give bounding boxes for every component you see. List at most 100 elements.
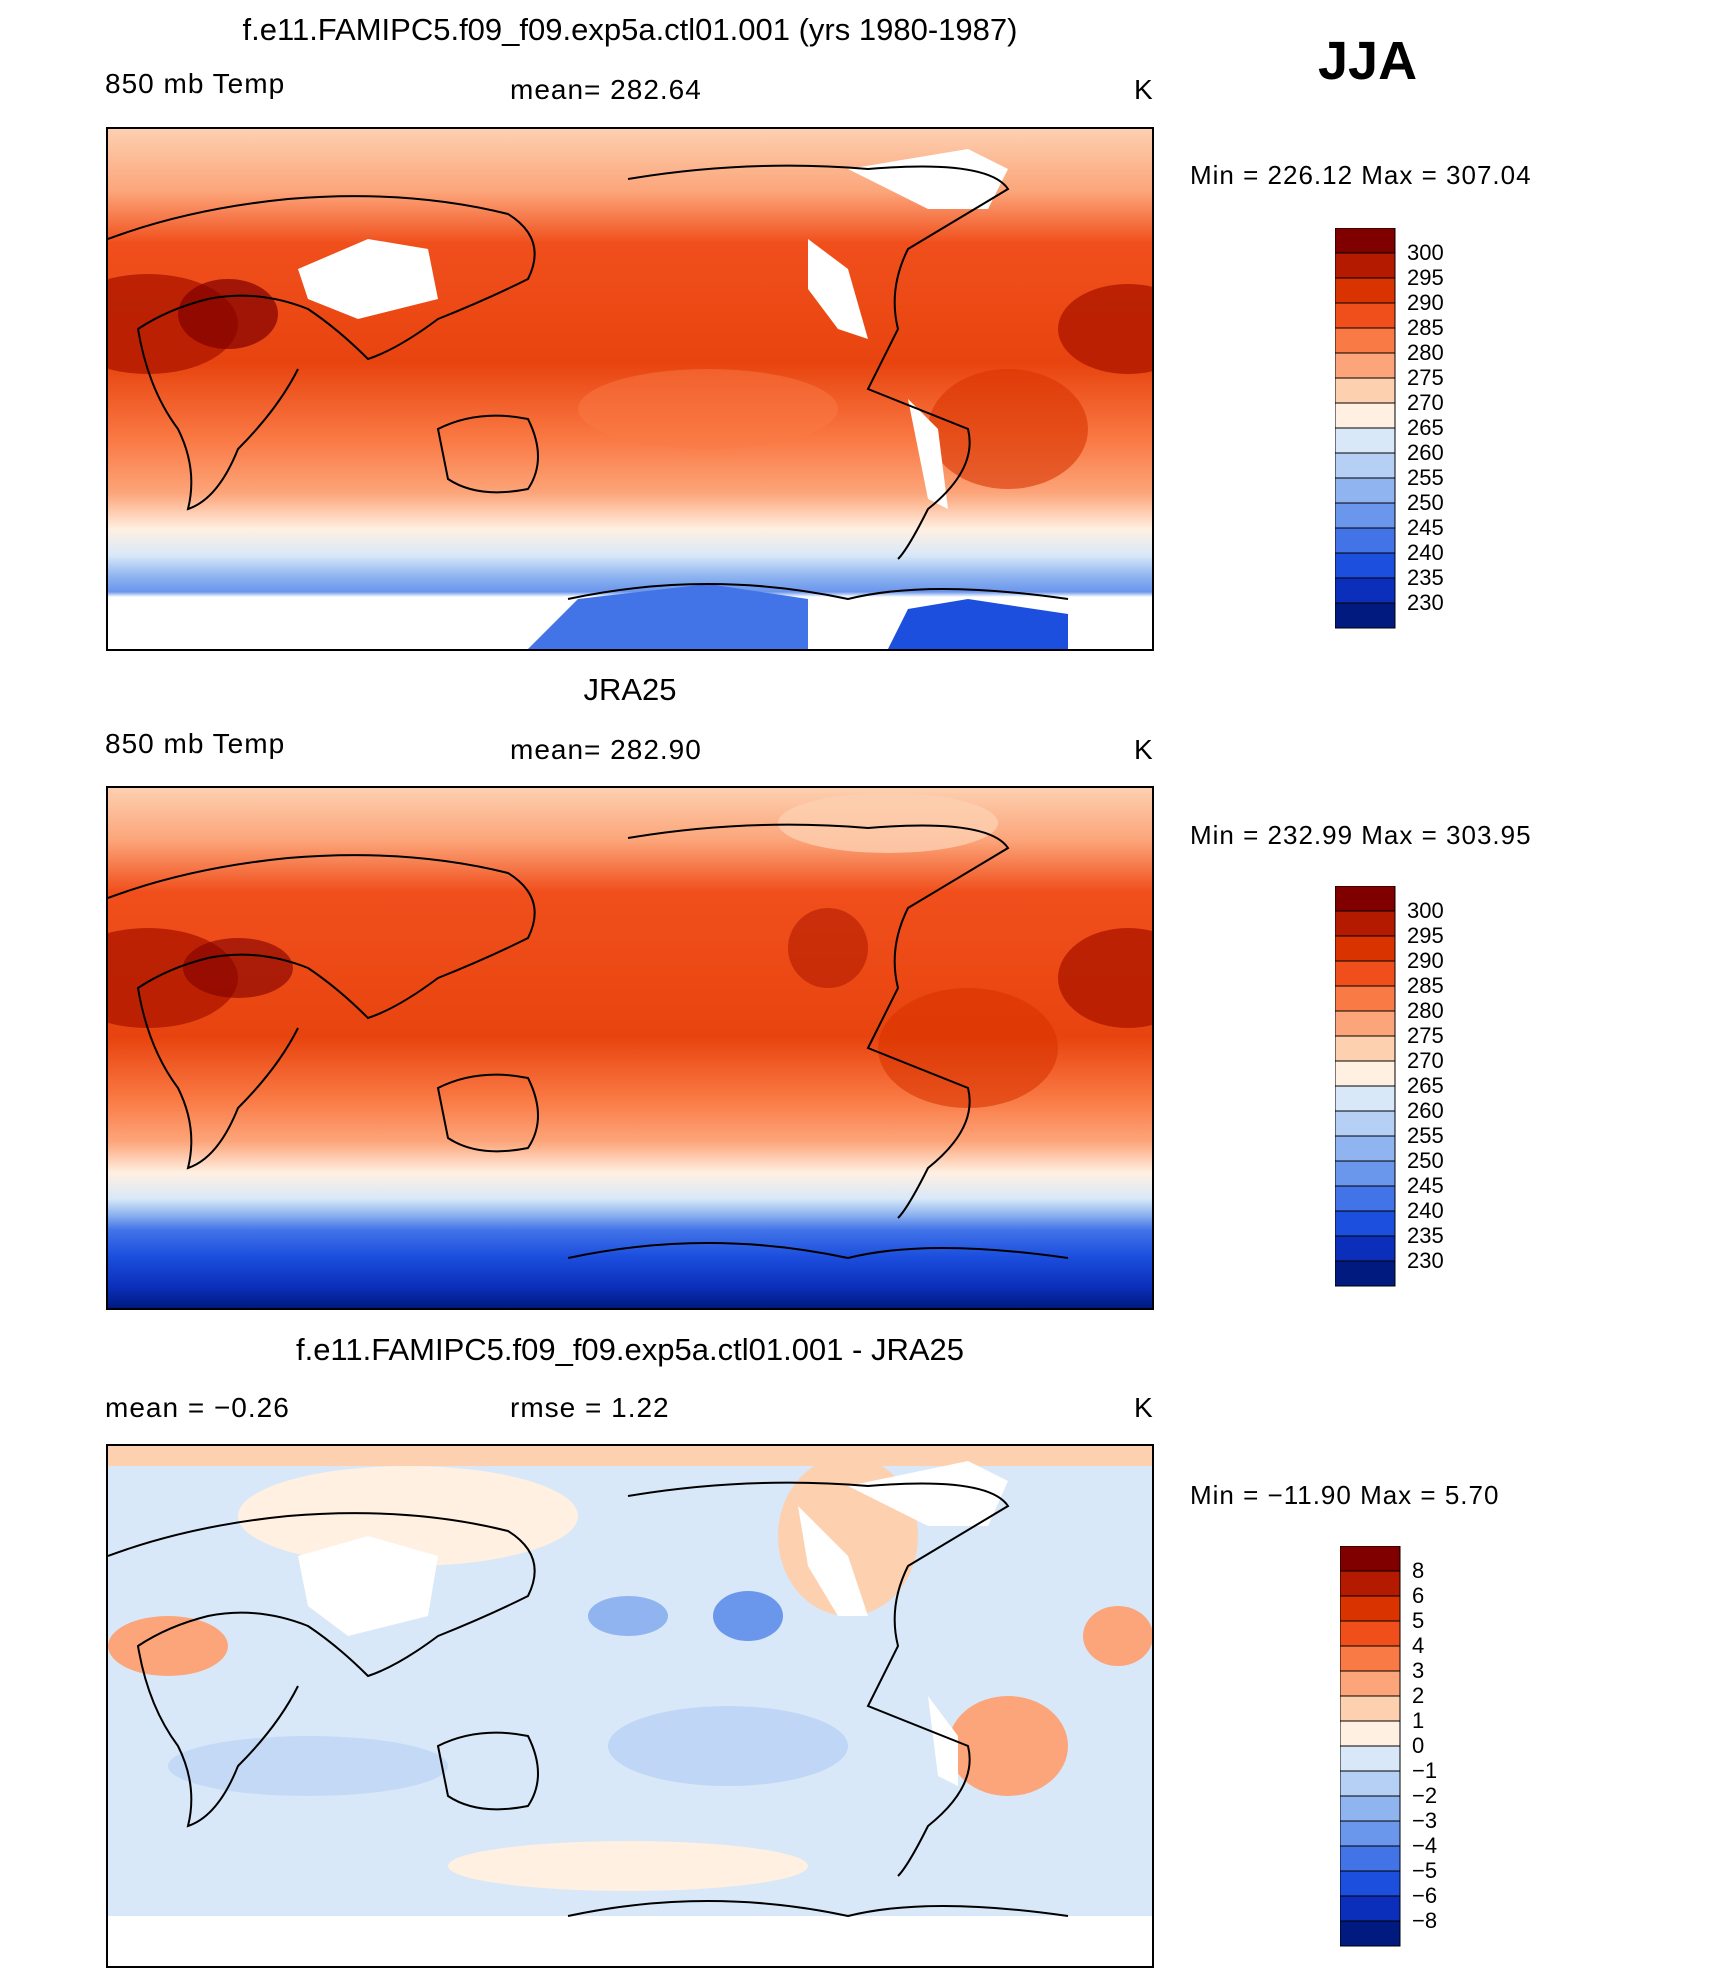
colorbar-tick-label: 290 (1407, 290, 1444, 315)
panel-3-map (106, 1444, 1154, 1968)
colorbar-tick-label: 230 (1407, 590, 1444, 615)
colorbar-tick-label: 0 (1412, 1733, 1425, 1758)
colorbar-swatch (1335, 452, 1396, 479)
panel-3-map-graphic (108, 1446, 1152, 1966)
colorbar-swatch (1335, 228, 1396, 254)
colorbar-tick-label: 270 (1407, 390, 1444, 415)
colorbar-tick-label: −2 (1412, 1783, 1438, 1808)
colorbar-tick-label: 255 (1407, 465, 1444, 490)
panel-2-title: JRA25 (583, 672, 677, 707)
panel-2-map (106, 786, 1154, 1310)
colorbar-tick-label: −3 (1412, 1808, 1438, 1833)
colorbar-swatch (1340, 1895, 1401, 1922)
colorbar-swatch (1335, 1260, 1396, 1287)
panel-2-units: K (1134, 734, 1154, 765)
colorbar-tick-label: 260 (1407, 1098, 1444, 1123)
colorbar-swatch (1335, 886, 1396, 912)
panel-2-colorbar (1335, 886, 1396, 1287)
colorbar-swatch (1335, 910, 1396, 937)
colorbar-tick-label: 270 (1407, 1048, 1444, 1073)
panel-2-variable-label: 850 mb Temp (105, 728, 286, 759)
colorbar-swatch (1340, 1920, 1401, 1947)
colorbar-tick-label: 275 (1407, 1023, 1444, 1048)
colorbar-tick-label: 280 (1407, 998, 1444, 1023)
colorbar-swatch (1340, 1546, 1401, 1572)
colorbar-swatch (1335, 377, 1396, 404)
colorbar-swatch (1335, 1210, 1396, 1237)
colorbar-swatch (1340, 1720, 1401, 1747)
colorbar-tick-label: 265 (1407, 1073, 1444, 1098)
colorbar-tick-label: 275 (1407, 365, 1444, 390)
panel-1-mean-label: mean= 282.64 (510, 74, 702, 105)
panel-1-map-graphic (108, 129, 1152, 649)
colorbar-swatch (1340, 1645, 1401, 1672)
colorbar-swatch (1335, 327, 1396, 354)
colorbar-swatch (1335, 527, 1396, 554)
colorbar-swatch (1340, 1695, 1401, 1722)
panel-1-map (106, 127, 1154, 651)
colorbar-swatch (1335, 935, 1396, 962)
colorbar-tick-label: 295 (1407, 265, 1444, 290)
panel-1-colorbar (1335, 228, 1396, 629)
colorbar-tick-label: −4 (1412, 1833, 1438, 1858)
colorbar-tick-label: 280 (1407, 340, 1444, 365)
colorbar-swatch (1340, 1570, 1401, 1597)
colorbar-swatch (1335, 402, 1396, 429)
colorbar-tick-label: 5 (1412, 1608, 1425, 1633)
colorbar-tick-label: 295 (1407, 923, 1444, 948)
colorbar-tick-label: 300 (1407, 898, 1444, 923)
colorbar-tick-label: 4 (1412, 1633, 1425, 1658)
colorbar-swatch (1335, 302, 1396, 329)
colorbar-tick-label: −1 (1412, 1758, 1438, 1783)
colorbar-swatch (1335, 1035, 1396, 1062)
colorbar-swatch (1335, 1010, 1396, 1037)
colorbar-tick-label: 290 (1407, 948, 1444, 973)
panel-2-map-graphic (108, 788, 1152, 1308)
colorbar-swatch (1340, 1870, 1401, 1897)
panel-2-mean-label: mean= 282.90 (510, 734, 702, 765)
colorbar-tick-label: 285 (1407, 973, 1444, 998)
colorbar-tick-label: −6 (1412, 1883, 1438, 1908)
colorbar-swatch (1335, 552, 1396, 579)
panel-1-units: K (1134, 74, 1154, 105)
colorbar-tick-label: 250 (1407, 1148, 1444, 1173)
colorbar-tick-label: 250 (1407, 490, 1444, 515)
panel-3-colorbar (1340, 1546, 1401, 1947)
season-label: JJA (1318, 31, 1418, 91)
panel-1-minmax: Min = 226.12 Max = 307.04 (1190, 160, 1532, 190)
colorbar-tick-label: 1 (1412, 1708, 1425, 1733)
colorbar-swatch (1335, 252, 1396, 279)
colorbar-swatch (1340, 1795, 1401, 1822)
colorbar-swatch (1335, 1235, 1396, 1262)
colorbar-swatch (1335, 502, 1396, 529)
colorbar-tick-label: 245 (1407, 1173, 1444, 1198)
colorbar-swatch (1340, 1595, 1401, 1622)
colorbar-tick-label: −8 (1412, 1908, 1438, 1933)
colorbar-tick-label: 240 (1407, 540, 1444, 565)
colorbar-tick-label: −5 (1412, 1858, 1438, 1883)
colorbar-tick-label: 245 (1407, 515, 1444, 540)
colorbar-swatch (1340, 1770, 1401, 1797)
colorbar-swatch (1335, 1110, 1396, 1137)
colorbar-tick-label: 285 (1407, 315, 1444, 340)
panel-1-variable-label: 850 mb Temp (105, 68, 286, 99)
colorbar-swatch (1335, 1185, 1396, 1212)
panel-3-rmse-label: rmse = 1.22 (510, 1392, 670, 1423)
panel-3-units: K (1134, 1392, 1154, 1423)
colorbar-swatch (1340, 1620, 1401, 1647)
colorbar-swatch (1335, 577, 1396, 604)
colorbar-swatch (1340, 1670, 1401, 1697)
colorbar-tick-label: 255 (1407, 1123, 1444, 1148)
colorbar-swatch (1335, 1160, 1396, 1187)
colorbar-tick-label: 3 (1412, 1658, 1425, 1683)
colorbar-swatch (1335, 277, 1396, 304)
colorbar-tick-label: 240 (1407, 1198, 1444, 1223)
colorbar-tick-label: 2 (1412, 1683, 1425, 1708)
panel-1-title: f.e11.FAMIPC5.f09_f09.exp5a.ctl01.001 (y… (242, 12, 1018, 47)
colorbar-swatch (1335, 960, 1396, 987)
colorbar-tick-label: 230 (1407, 1248, 1444, 1273)
colorbar-tick-label: 235 (1407, 565, 1444, 590)
colorbar-swatch (1335, 1085, 1396, 1112)
colorbar-swatch (1335, 602, 1396, 629)
panel-3-minmax: Min = −11.90 Max = 5.70 (1190, 1480, 1500, 1510)
